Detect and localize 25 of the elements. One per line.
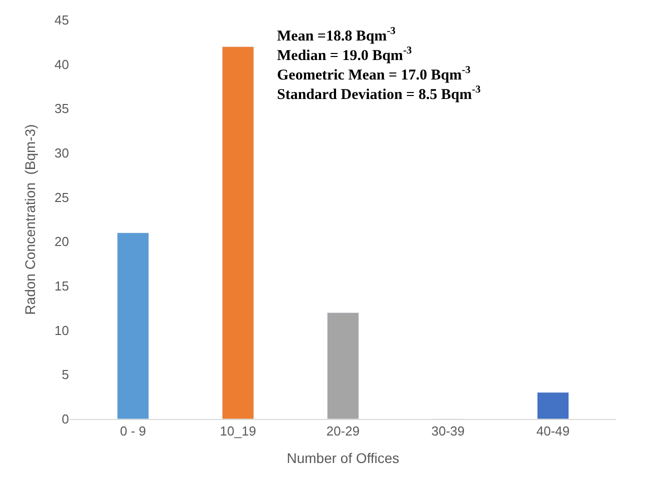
y-tick-label: 20: [54, 234, 69, 250]
bar: [117, 232, 149, 419]
annotation: Geometric Mean = 17.0 Bqm$^{-3}$: [277, 65, 471, 84]
x-axis-title: Number of Offices: [286, 450, 400, 466]
bar: [537, 392, 569, 419]
bar: [222, 46, 254, 419]
x-tick-label: 20-29: [326, 424, 360, 439]
y-tick-label: 30: [54, 146, 69, 161]
annotation: Standard Deviation = 8.5 Bqm$^{-3}$: [277, 84, 481, 103]
y-tick-label: 45: [54, 12, 69, 28]
y-tick-label: 10: [54, 322, 69, 338]
y-tick-label: 5: [62, 367, 69, 382]
y-tick-label: 0: [62, 412, 69, 427]
y-tick-label: 35: [54, 101, 69, 116]
annotation: Mean =18.8 Bqm$^{-3}$: [277, 26, 396, 44]
y-axis-title: Radon Concentration (Bqm-3): [22, 124, 38, 315]
annotation: Median = 19.0 Bqm$^{-3}$: [277, 46, 412, 64]
x-tick-label: 30-39: [431, 424, 465, 439]
x-tick-label: 40-49: [536, 424, 570, 439]
bar: [327, 312, 359, 419]
y-tick-label: 40: [54, 56, 69, 72]
y-tick-label: 25: [54, 190, 69, 205]
x-tick-label: 0 - 9: [120, 424, 146, 439]
x-tick-label: 10_19: [220, 424, 256, 439]
y-tick-label: 15: [54, 278, 69, 294]
